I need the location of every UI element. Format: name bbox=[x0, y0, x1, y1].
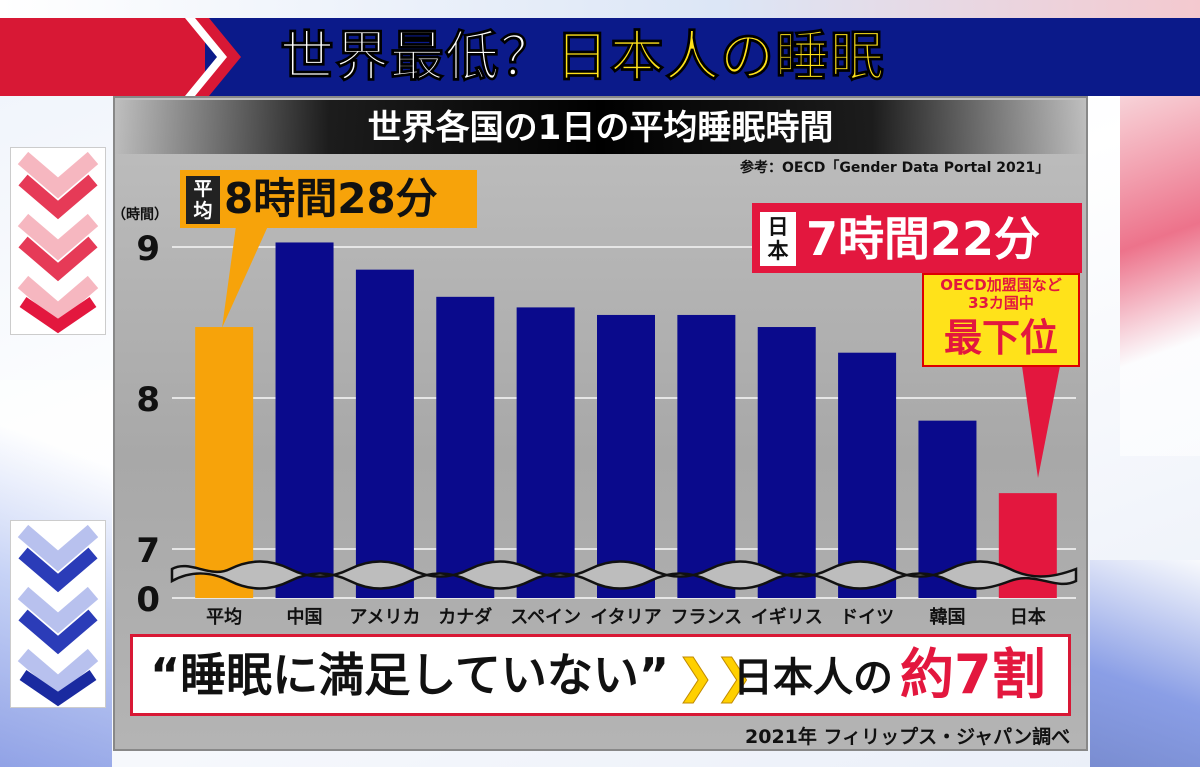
bg-stripe-right-red bbox=[1120, 96, 1200, 456]
x-tick-label: イギリス bbox=[751, 607, 823, 628]
y-tick-label: 8 bbox=[136, 380, 160, 420]
y-tick-label: 0 bbox=[136, 580, 160, 620]
japan-callout-value: 7時間22分 bbox=[806, 212, 1041, 266]
bar-1 bbox=[275, 242, 334, 598]
rank-callout-line2: 33カ国中 bbox=[968, 294, 1034, 312]
x-tick-label: スペイン bbox=[510, 607, 581, 628]
rank-callout-line1: OECD加盟国など bbox=[940, 276, 1062, 294]
bar-2 bbox=[355, 269, 414, 598]
average-callout-value: 8時間28分 bbox=[224, 174, 438, 223]
header-banner: 世界最低？日本人の睡眠 bbox=[0, 18, 1200, 96]
bar-8 bbox=[838, 352, 897, 598]
header-red-bar bbox=[0, 18, 205, 96]
x-tick-label: アメリカ bbox=[349, 607, 420, 628]
japan-callout bbox=[752, 203, 1082, 273]
bottom-subject: 日本人の bbox=[733, 655, 893, 701]
bar-3 bbox=[436, 296, 495, 598]
bar-4 bbox=[516, 307, 575, 598]
x-tick-label: フランス bbox=[671, 607, 743, 628]
axis-break bbox=[170, 560, 1078, 590]
bg-stripe-right-blue bbox=[1090, 560, 1200, 767]
bar-7 bbox=[757, 327, 816, 598]
average-callout bbox=[180, 170, 477, 228]
x-tick-label: ドイツ bbox=[840, 607, 894, 628]
source-note: 参考：OECD「Gender Data Portal 2021」 bbox=[740, 160, 1050, 176]
header-chevron-icon bbox=[185, 18, 241, 96]
bottom-value: 約7割 bbox=[900, 643, 1046, 706]
left-chevron-deco-blue bbox=[10, 520, 106, 708]
left-chevron-deco-red bbox=[10, 147, 106, 335]
double-chevron-icon: ❯❯ bbox=[675, 649, 754, 704]
bar-6 bbox=[677, 314, 736, 598]
y-tick-label: 7 bbox=[136, 531, 160, 571]
bar-0 bbox=[195, 327, 254, 598]
x-tick-label: 平均 bbox=[206, 606, 242, 628]
bg-stripe-top bbox=[0, 0, 1200, 18]
x-tick-label: 中国 bbox=[287, 606, 323, 628]
x-tick-label: カナダ bbox=[438, 606, 492, 628]
x-tick-label: 韓国 bbox=[929, 606, 965, 628]
page-title: 世界最低？日本人の睡眠 bbox=[280, 25, 885, 88]
y-tick-label: 9 bbox=[136, 229, 160, 269]
rank-callout-line3: 最下位 bbox=[943, 316, 1058, 360]
bar-5 bbox=[597, 314, 655, 598]
japan-callout-tag: 日本 bbox=[760, 212, 796, 266]
title-part1: 世界最低？ bbox=[280, 25, 555, 88]
y-axis-unit: （時間） bbox=[112, 206, 168, 223]
average-callout-tag: 平均 bbox=[186, 176, 220, 224]
survey-credit: 2021年 フィリップス・ジャパン調べ bbox=[745, 726, 1071, 748]
bottom-quote: “睡眠に満足していない” bbox=[150, 648, 670, 702]
title-part2: 日本人の睡眠 bbox=[555, 25, 885, 88]
chart-title: 世界各国の1日の平均睡眠時間 bbox=[367, 108, 834, 148]
x-tick-label: 日本 bbox=[1010, 606, 1046, 628]
rank-callout bbox=[922, 273, 1080, 367]
subtitle-band bbox=[115, 100, 1086, 154]
bottom-banner bbox=[130, 634, 1071, 716]
x-tick-label: イタリア bbox=[590, 607, 661, 628]
